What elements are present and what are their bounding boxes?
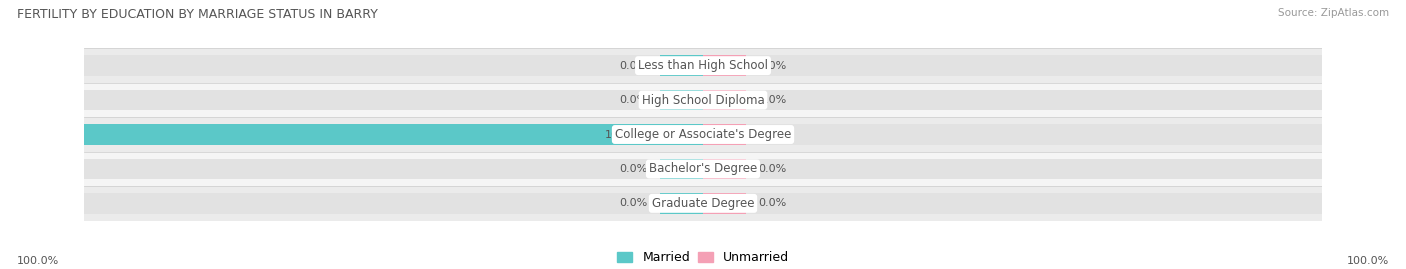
- Text: Graduate Degree: Graduate Degree: [652, 197, 754, 210]
- Text: 0.0%: 0.0%: [619, 198, 647, 208]
- Bar: [84, 159, 703, 179]
- Bar: [703, 90, 1322, 110]
- Bar: [659, 193, 703, 214]
- Bar: [659, 90, 703, 110]
- Bar: [84, 48, 1322, 83]
- Text: 0.0%: 0.0%: [759, 164, 787, 174]
- Text: High School Diploma: High School Diploma: [641, 94, 765, 107]
- Text: 0.0%: 0.0%: [619, 61, 647, 71]
- Bar: [659, 159, 703, 179]
- Bar: [84, 186, 1322, 221]
- Text: Less than High School: Less than High School: [638, 59, 768, 72]
- Bar: [703, 159, 1322, 179]
- Bar: [703, 193, 747, 214]
- Bar: [703, 124, 1322, 145]
- Text: 0.0%: 0.0%: [619, 164, 647, 174]
- Text: 100.0%: 100.0%: [1347, 256, 1389, 266]
- Text: 0.0%: 0.0%: [759, 129, 787, 140]
- Bar: [659, 55, 703, 76]
- Bar: [84, 90, 703, 110]
- Text: 0.0%: 0.0%: [759, 95, 787, 105]
- Text: 0.0%: 0.0%: [759, 198, 787, 208]
- Bar: [84, 117, 1322, 152]
- Text: 0.0%: 0.0%: [619, 95, 647, 105]
- Text: 100.0%: 100.0%: [17, 256, 59, 266]
- Bar: [84, 83, 1322, 117]
- Bar: [84, 124, 703, 145]
- Bar: [84, 55, 703, 76]
- Legend: Married, Unmarried: Married, Unmarried: [612, 246, 794, 269]
- Bar: [703, 55, 747, 76]
- Text: FERTILITY BY EDUCATION BY MARRIAGE STATUS IN BARRY: FERTILITY BY EDUCATION BY MARRIAGE STATU…: [17, 8, 378, 21]
- Bar: [84, 124, 703, 145]
- Text: Source: ZipAtlas.com: Source: ZipAtlas.com: [1278, 8, 1389, 18]
- Bar: [703, 124, 747, 145]
- Text: College or Associate's Degree: College or Associate's Degree: [614, 128, 792, 141]
- Bar: [703, 159, 747, 179]
- Text: 100.0%: 100.0%: [605, 129, 647, 140]
- Text: Bachelor's Degree: Bachelor's Degree: [650, 162, 756, 175]
- Text: 0.0%: 0.0%: [759, 61, 787, 71]
- Bar: [84, 152, 1322, 186]
- Bar: [703, 193, 1322, 214]
- Bar: [703, 90, 747, 110]
- Bar: [84, 193, 703, 214]
- Bar: [703, 55, 1322, 76]
